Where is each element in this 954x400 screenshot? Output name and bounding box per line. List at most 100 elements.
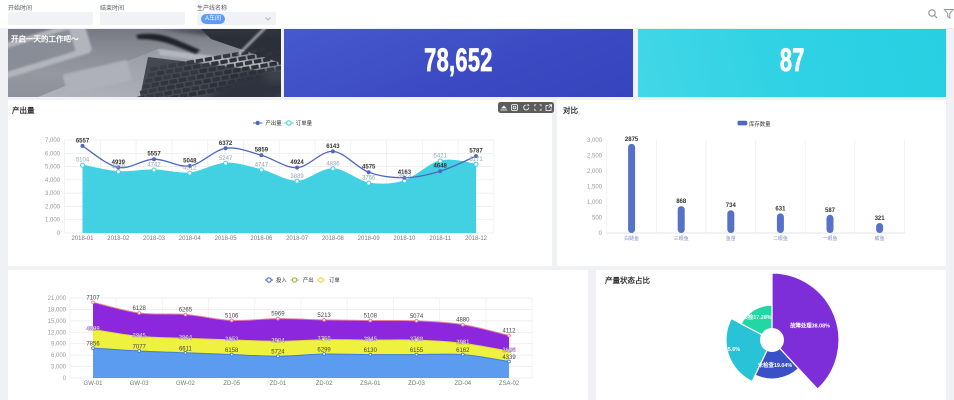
svg-text:3756: 3756 [362,176,376,182]
svg-text:质检17.28%: 质检17.28% [742,313,771,321]
svg-text:868: 868 [676,199,687,205]
svg-text:投入: 投入 [276,276,287,284]
svg-text:2981: 2981 [456,340,470,346]
svg-text:631: 631 [775,206,786,212]
svg-text:2018-05: 2018-05 [215,236,238,242]
svg-text:4836: 4836 [326,161,340,167]
svg-text:白鲢鱼: 白鲢鱼 [624,235,639,242]
svg-text:5213: 5213 [317,313,331,319]
svg-text:ZSA-02: ZSA-02 [499,381,520,387]
svg-text:5859: 5859 [255,148,269,154]
svg-text:2018-06: 2018-06 [250,236,273,242]
svg-text:产出: 产出 [303,276,314,284]
svg-text:5171: 5171 [469,157,483,163]
svg-text:6155: 6155 [410,348,424,354]
svg-text:2018-04: 2018-04 [179,236,202,242]
svg-text:ZD-05: ZD-05 [223,381,240,387]
svg-text:3804: 3804 [179,335,193,341]
svg-text:7856: 7856 [86,342,100,348]
svg-text:2018-01: 2018-01 [71,236,94,242]
svg-text:1,500: 1,500 [587,185,603,191]
svg-text:3845: 3845 [364,337,378,343]
svg-text:开启一天的工作吧～: 开启一天的工作吧～ [11,34,79,44]
svg-text:7107: 7107 [86,295,100,301]
svg-text:3788: 3788 [410,337,424,343]
svg-text:734: 734 [726,203,737,209]
svg-text:5108: 5108 [364,314,378,320]
svg-text:6557: 6557 [76,138,90,144]
svg-text:订单量: 订单量 [296,119,313,127]
svg-text:3889: 3889 [290,174,304,180]
svg-text:21,000: 21,000 [48,296,67,302]
svg-text:4163: 4163 [398,170,412,176]
svg-text:4512: 4512 [183,166,197,172]
svg-text:4880: 4880 [456,318,470,324]
svg-text:GW-03: GW-03 [130,381,150,387]
svg-text:500: 500 [592,216,603,222]
svg-text:0: 0 [63,376,67,382]
svg-text:12,000: 12,000 [48,330,67,336]
svg-text:6130: 6130 [364,348,378,354]
svg-text:5421: 5421 [434,154,448,160]
svg-text:鲅鱼: 鲅鱼 [875,235,885,242]
svg-text:6299: 6299 [317,348,331,354]
svg-text:3845: 3845 [133,333,147,339]
svg-text:ZSA-01: ZSA-01 [360,381,381,387]
svg-text:5106: 5106 [225,313,239,319]
svg-text:2018-09: 2018-09 [358,236,381,242]
svg-text:4609: 4609 [112,164,126,170]
svg-text:6,000: 6,000 [45,151,61,157]
svg-text:ZD-01: ZD-01 [270,381,287,387]
svg-text:5,000: 5,000 [45,165,61,171]
svg-text:2018-07: 2018-07 [286,236,309,242]
svg-text:故障处理38.08%: 故障处理38.08% [790,322,830,330]
svg-text:2,500: 2,500 [587,154,603,160]
svg-text:7077: 7077 [133,345,147,351]
svg-text:4575: 4575 [362,165,376,171]
svg-text:4648: 4648 [434,164,448,170]
svg-text:4112: 4112 [503,329,517,335]
svg-text:3,000: 3,000 [51,365,67,371]
svg-text:5724: 5724 [271,350,285,356]
svg-text:18,000: 18,000 [48,307,67,313]
svg-text:0: 0 [57,231,61,237]
svg-text:三眼鱼: 三眼鱼 [674,235,689,242]
svg-text:5048: 5048 [183,158,197,164]
svg-text:6,000: 6,000 [51,353,67,359]
svg-text:库存数量: 库存数量 [749,119,771,127]
svg-text:二眼鱼: 二眼鱼 [773,235,788,242]
svg-text:6611: 6611 [179,346,193,352]
svg-text:2018-03: 2018-03 [143,236,166,242]
svg-text:2,000: 2,000 [45,204,61,210]
svg-text:5104: 5104 [76,158,90,164]
svg-text:7,000: 7,000 [45,138,61,144]
svg-text:3,000: 3,000 [45,191,61,197]
svg-text:1,000: 1,000 [45,218,61,224]
svg-text:4924: 4924 [290,160,304,166]
svg-text:6158: 6158 [225,348,239,354]
svg-text:321: 321 [875,216,886,222]
svg-text:鱼苗: 鱼苗 [726,235,736,242]
svg-text:5787: 5787 [469,149,483,155]
svg-text:2695: 2695 [502,348,516,354]
svg-text:2018-08: 2018-08 [322,236,345,242]
svg-text:3904: 3904 [271,338,285,344]
svg-text:0: 0 [599,231,603,237]
svg-text:4,000: 4,000 [45,178,61,184]
svg-text:2018-02: 2018-02 [107,236,130,242]
svg-text:5969: 5969 [271,312,285,318]
svg-text:GW-01: GW-01 [84,381,104,387]
svg-text:4747: 4747 [255,162,269,168]
svg-text:3853: 3853 [225,337,239,343]
svg-text:3923: 3923 [398,173,412,179]
svg-text:2,000: 2,000 [587,169,603,175]
svg-text:产出量: 产出量 [266,119,283,127]
svg-text:5247: 5247 [219,156,233,162]
svg-text:3,000: 3,000 [587,138,603,144]
svg-text:3750: 3750 [317,337,331,343]
svg-text:9,000: 9,000 [51,342,67,348]
svg-text:4939: 4939 [112,160,126,166]
svg-text:ZD-04: ZD-04 [454,381,471,387]
svg-text:1,000: 1,000 [587,200,603,206]
svg-text:一眼鱼: 一眼鱼 [822,235,837,242]
